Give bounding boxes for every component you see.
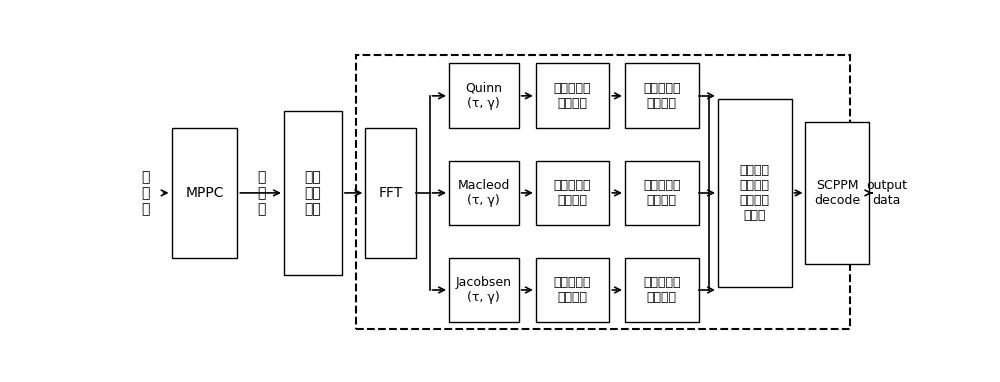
- Bar: [536, 160, 609, 225]
- Bar: [625, 160, 698, 225]
- Text: output
data: output data: [866, 179, 907, 207]
- Text: 选取标准
差最大的
时隙对数
似然比: 选取标准 差最大的 时隙对数 似然比: [740, 164, 770, 222]
- Bar: [536, 63, 609, 128]
- Bar: [718, 99, 792, 287]
- Bar: [625, 257, 698, 322]
- Text: Macleod
(τ, γ): Macleod (τ, γ): [458, 179, 510, 207]
- Bar: [449, 257, 519, 322]
- Text: 电
信
号: 电 信 号: [257, 170, 266, 216]
- Bar: [625, 63, 698, 128]
- Bar: [356, 55, 850, 329]
- Text: 相关检测光
子数恢复: 相关检测光 子数恢复: [554, 179, 591, 207]
- Text: MPPC: MPPC: [185, 186, 224, 200]
- Bar: [805, 122, 869, 264]
- Text: Quinn
(τ, γ): Quinn (τ, γ): [465, 82, 502, 110]
- Text: FFT: FFT: [378, 186, 403, 200]
- Text: 相关检测光
子数恢复: 相关检测光 子数恢复: [554, 276, 591, 304]
- Text: 计算时隙对
数似然比: 计算时隙对 数似然比: [643, 82, 680, 110]
- Text: 计算时隙对
数似然比: 计算时隙对 数似然比: [643, 179, 680, 207]
- Text: 相关检测光
子数恢复: 相关检测光 子数恢复: [554, 82, 591, 110]
- Bar: [172, 128, 237, 257]
- Text: 光
信
号: 光 信 号: [142, 170, 150, 216]
- Bar: [284, 110, 342, 275]
- Bar: [449, 63, 519, 128]
- Text: 计算时隙对
数似然比: 计算时隙对 数似然比: [643, 276, 680, 304]
- Bar: [365, 128, 416, 257]
- Text: 异步
时钟
采样: 异步 时钟 采样: [305, 170, 321, 216]
- Text: Jacobsen
(τ, γ): Jacobsen (τ, γ): [456, 276, 512, 304]
- Text: SCPPM
decode: SCPPM decode: [814, 179, 860, 207]
- Bar: [449, 160, 519, 225]
- Bar: [536, 257, 609, 322]
